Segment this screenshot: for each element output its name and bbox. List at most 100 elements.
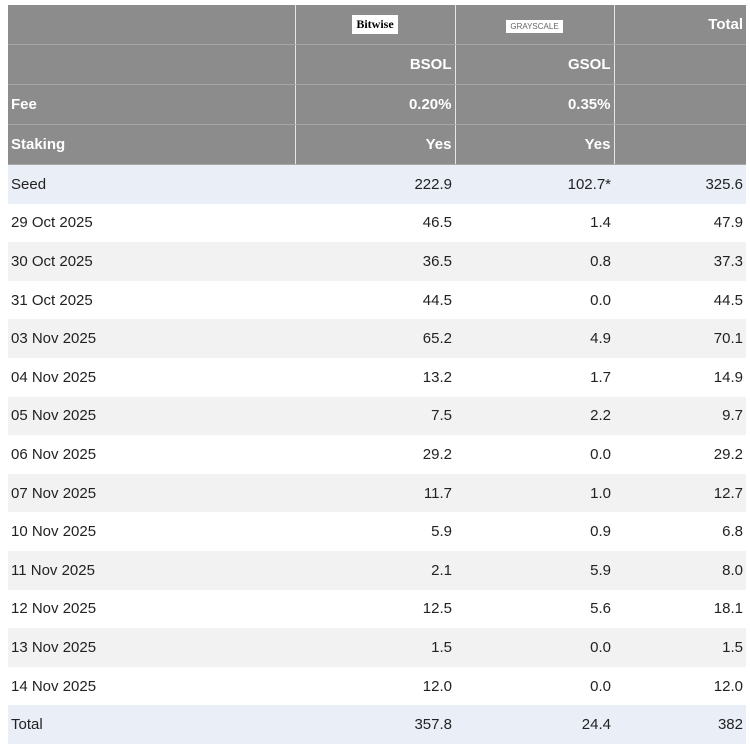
data-row: 06 Nov 2025 29.2 0.0 29.2 — [8, 435, 746, 474]
data-row: 12 Nov 2025 12.5 5.6 18.1 — [8, 590, 746, 629]
cell: 1.7 — [590, 368, 611, 386]
cell: 8.0 — [614, 550, 746, 590]
row-label: Fee — [8, 84, 295, 125]
header-total: Total — [613, 5, 746, 45]
cell: 29.2 — [422, 445, 452, 463]
empty-cell — [613, 124, 746, 165]
cell: 0.9 — [590, 523, 611, 541]
cell: 13.2 — [422, 368, 452, 386]
cell: 0.0 — [455, 628, 614, 667]
row-label: 04 Nov 2025 — [11, 368, 97, 386]
bitwise-logo: Bitwise — [352, 15, 398, 34]
cell: 2.2 — [455, 396, 614, 436]
row-label: Seed — [8, 164, 295, 204]
staking: Yes — [454, 124, 614, 165]
cell: 12.7 — [614, 473, 746, 513]
cell: 0.0 — [590, 677, 611, 695]
grayscale-logo: GRAYSCALE — [506, 20, 563, 33]
cell: 102.7* — [455, 164, 614, 204]
cell: 1.4 — [590, 214, 611, 232]
cell: 18.1 — [713, 600, 743, 618]
row-label: 03 Nov 2025 — [8, 319, 295, 358]
logo-row: Bitwise GRAYSCALE Total — [8, 5, 746, 45]
cell: 12.0 — [713, 677, 743, 695]
cell: 1.0 — [455, 473, 614, 513]
cell: 4.9 — [455, 319, 614, 358]
cell: 5.6 — [590, 600, 611, 618]
ticker-row: BSOL GSOL — [8, 44, 746, 85]
table-body: Bitwise GRAYSCALE Total BSOL GSOL Fee 0.… — [8, 5, 746, 744]
row-label: 05 Nov 2025 — [8, 396, 295, 436]
data-row: 04 Nov 2025 13.2 1.7 14.9 — [8, 358, 746, 397]
cell: 1.5 — [295, 628, 455, 667]
data-row: 30 Oct 2025 36.5 0.8 37.3 — [8, 242, 746, 281]
data-row: 05 Nov 2025 7.5 2.2 9.7 — [8, 396, 746, 436]
row-label: Staking — [8, 124, 295, 165]
data-row: Seed 222.9 102.7* 325.6 — [8, 164, 746, 204]
ticker: BSOL — [294, 44, 455, 85]
logo-cell: Bitwise — [294, 5, 455, 45]
data-row: 03 Nov 2025 65.2 4.9 70.1 — [8, 319, 746, 358]
row-label: 14 Nov 2025 — [11, 677, 97, 695]
cell: 24.4 — [455, 705, 614, 744]
cell: 0.8 — [455, 242, 614, 281]
cell: 325.6 — [614, 164, 746, 204]
empty-cell — [613, 84, 746, 125]
row-label: 13 Nov 2025 — [8, 628, 295, 667]
data-row: 10 Nov 2025 5.9 0.9 6.8 — [8, 512, 746, 551]
row-label: 11 Nov 2025 — [8, 550, 295, 590]
cell: 29.2 — [713, 445, 743, 463]
row-label: 31 Oct 2025 — [11, 291, 93, 309]
etf-flow-table: Bitwise GRAYSCALE Total BSOL GSOL Fee 0.… — [8, 5, 746, 744]
cell: 11.7 — [295, 473, 455, 513]
cell: 382 — [614, 705, 746, 744]
row-label: 10 Nov 2025 — [11, 523, 97, 541]
data-row: 31 Oct 2025 44.5 0.0 44.5 — [8, 281, 746, 320]
staking-row: Staking Yes Yes — [8, 124, 746, 165]
row-label: 30 Oct 2025 — [8, 242, 295, 281]
cell: 14.9 — [713, 368, 743, 386]
cell: 0.0 — [590, 445, 611, 463]
data-row: 11 Nov 2025 2.1 5.9 8.0 — [8, 550, 746, 590]
cell: 12.0 — [422, 677, 452, 695]
cell: 44.5 — [713, 291, 743, 309]
cell: 0.0 — [590, 291, 611, 309]
data-row: 07 Nov 2025 11.7 1.0 12.7 — [8, 473, 746, 513]
data-row: Total 357.8 24.4 382 — [8, 705, 746, 744]
cell: 2.1 — [295, 550, 455, 590]
row-label: 12 Nov 2025 — [11, 600, 97, 618]
row-label: 07 Nov 2025 — [8, 473, 295, 513]
empty-cell — [613, 44, 746, 85]
cell: 70.1 — [614, 319, 746, 358]
row-label: 29 Oct 2025 — [11, 214, 93, 232]
fee: 0.35% — [454, 84, 614, 125]
cell: 9.7 — [614, 396, 746, 436]
empty-cell — [8, 44, 295, 85]
cell: 6.8 — [722, 523, 743, 541]
cell: 65.2 — [295, 319, 455, 358]
cell: 37.3 — [614, 242, 746, 281]
data-row: 14 Nov 2025 12.0 0.0 12.0 — [8, 667, 746, 706]
fee-row: Fee 0.20% 0.35% — [8, 84, 746, 125]
cell: 46.5 — [422, 214, 452, 232]
cell: 36.5 — [295, 242, 455, 281]
cell: 222.9 — [295, 164, 455, 204]
cell: 5.9 — [455, 550, 614, 590]
cell: 5.9 — [431, 523, 452, 541]
fee: 0.20% — [294, 84, 455, 125]
cell: 44.5 — [422, 291, 452, 309]
data-row: 29 Oct 2025 46.5 1.4 47.9 — [8, 204, 746, 243]
logo-cell: GRAYSCALE — [454, 5, 614, 45]
cell: 47.9 — [713, 214, 743, 232]
row-label: 06 Nov 2025 — [11, 445, 97, 463]
cell: 1.5 — [614, 628, 746, 667]
cell: 7.5 — [295, 396, 455, 436]
row-label: Total — [8, 705, 295, 744]
staking: Yes — [294, 124, 455, 165]
cell: 12.5 — [422, 600, 452, 618]
empty-cell — [8, 5, 295, 45]
data-row: 13 Nov 2025 1.5 0.0 1.5 — [8, 628, 746, 667]
cell: 357.8 — [295, 705, 455, 744]
ticker: GSOL — [454, 44, 614, 85]
